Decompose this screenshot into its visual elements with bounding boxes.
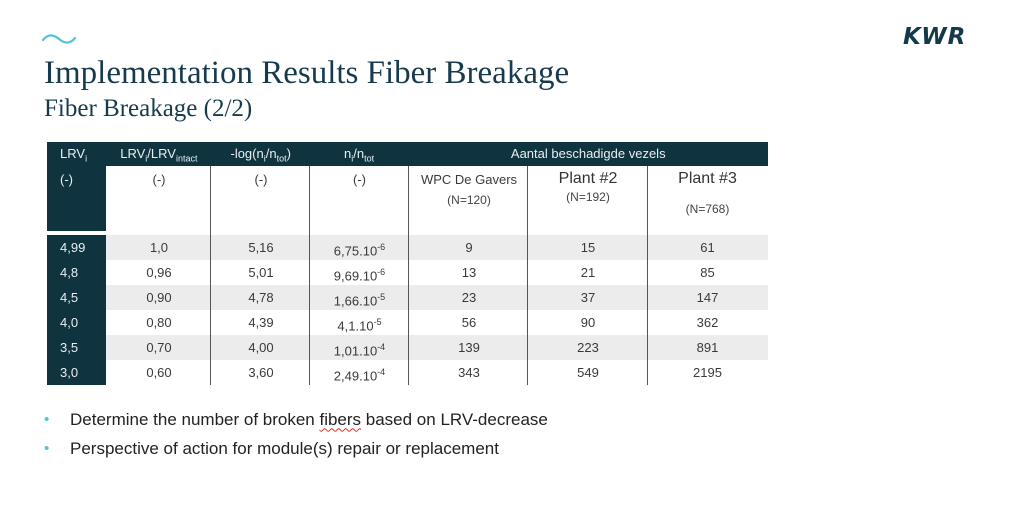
plant2-cell: 21 — [580, 265, 596, 280]
plant2-n: (N=192) — [566, 190, 610, 204]
lrv-cell: 4,0 — [47, 310, 106, 335]
plant1-cell: 343 — [458, 365, 480, 380]
ratio-cell: 0,96 — [146, 265, 172, 280]
n-cell: 1,01.10-4 — [310, 335, 409, 360]
plant3-cell: 85 — [700, 265, 715, 280]
plant2-cell: 223 — [529, 335, 647, 360]
plant1-n: (N=120) — [447, 193, 491, 207]
slide-title: Implementation Results Fiber Breakage — [44, 55, 570, 91]
unit-n: (-) — [353, 172, 366, 187]
n-cell: 1,66.10-5 — [310, 285, 409, 310]
bullet-dot-icon: • — [44, 440, 50, 457]
kwr-logo: KWR — [903, 24, 966, 50]
lrv-cell: 3,5 — [47, 335, 106, 360]
bullet-list: • Determine the number of broken fibers … — [44, 405, 548, 463]
header-aantal: Aantal beschadigde vezels — [510, 146, 666, 161]
plant2-name: Plant #2 — [558, 170, 618, 187]
header-lrv-ratio: LRVi/LRVintact — [120, 146, 198, 164]
lrv-cell: 4,99 — [47, 235, 106, 260]
plant3-header: Plant #3 (N=768) — [647, 166, 768, 231]
column-divider — [309, 166, 310, 385]
plant2-header: Plant #2 (N=192) — [529, 166, 647, 231]
plant1-header: WPC De Gavers (N=120) — [409, 166, 529, 231]
unit-log: (-) — [254, 172, 268, 187]
bullet-text: Perspective of action for module(s) repa… — [70, 438, 499, 458]
lrv-cell: 4,8 — [47, 260, 106, 285]
log-cell: 4,78 — [212, 285, 310, 310]
wave-icon — [42, 34, 76, 44]
unit-lrv: (-) — [47, 166, 106, 231]
n-cell: 9,69.10-6 — [333, 267, 386, 284]
table-row: 3,5 0,70 4,00 1,01.10-4 139 223 891 — [47, 335, 768, 360]
bullet-dot-icon: • — [44, 411, 50, 428]
plant3-cell: 362 — [696, 315, 719, 330]
n-cell: 4,1.10-5 — [337, 317, 382, 334]
table-row: 3,0 0,60 3,60 2,49.10-4 343 549 2195 — [47, 360, 768, 385]
plant2-cell: 549 — [577, 365, 599, 380]
table-unit-row: (-) (-) (-) (-) WPC De Gavers (N=120) Pl… — [47, 166, 768, 231]
bullet-text: Determine the number of broken fibers ba… — [70, 409, 548, 429]
plant3-name: Plant #3 — [678, 170, 737, 187]
plant1-name: WPC De Gavers — [420, 172, 518, 187]
table-row: 4,0 0,80 4,39 4,1.10-5 56 90 362 — [47, 310, 768, 335]
log-cell: 4,00 — [212, 335, 310, 360]
header-lrv: LRVi — [47, 142, 106, 166]
lrv-cell: 4,5 — [47, 285, 106, 310]
table-row: 4,99 1,0 5,16 6,75.10-6 9 15 61 — [47, 235, 768, 260]
plant1-cell: 139 — [409, 335, 529, 360]
plant1-cell: 13 — [461, 265, 477, 280]
plant2-cell: 37 — [529, 285, 647, 310]
bullet-item: • Determine the number of broken fibers … — [44, 405, 548, 434]
header-n-ratio: ni/ntot — [344, 146, 375, 164]
ratio-cell: 0,60 — [146, 365, 172, 380]
plant2-cell: 90 — [580, 315, 596, 330]
lrv-cell: 3,0 — [47, 360, 106, 385]
n-cell: 2,49.10-4 — [333, 367, 386, 384]
unit-ratio: (-) — [152, 172, 166, 187]
column-divider — [647, 166, 648, 385]
log-cell: 5,16 — [212, 235, 310, 260]
table-header-row: LRVi LRVi/LRVintact -log(ni/ntot) ni/nto… — [47, 142, 768, 166]
plant3-cell: 891 — [647, 335, 768, 360]
header-log: -log(ni/ntot) — [230, 146, 291, 164]
column-divider — [408, 166, 409, 385]
bullet-item: • Perspective of action for module(s) re… — [44, 434, 548, 463]
ratio-cell: 0,80 — [146, 315, 172, 330]
table-row: 4,8 0,96 5,01 9,69.10-6 13 21 85 — [47, 260, 768, 285]
n-cell: 6,75.10-6 — [310, 235, 409, 260]
plant1-cell: 9 — [409, 235, 529, 260]
plant1-cell: 23 — [409, 285, 529, 310]
log-cell: 3,60 — [248, 365, 274, 380]
slide-subtitle: Fiber Breakage (2/2) — [44, 95, 253, 122]
plant3-n: (N=768) — [685, 202, 730, 216]
log-cell: 4,39 — [248, 315, 274, 330]
ratio-cell: 0,90 — [106, 285, 212, 310]
column-divider — [210, 166, 211, 385]
logo-text: KWR — [903, 24, 967, 50]
column-divider — [527, 166, 528, 385]
plant2-cell: 15 — [529, 235, 647, 260]
ratio-cell: 0,70 — [106, 335, 212, 360]
plant3-cell: 147 — [647, 285, 768, 310]
log-cell: 5,01 — [248, 265, 274, 280]
ratio-cell: 1,0 — [106, 235, 212, 260]
table-row: 4,5 0,90 4,78 1,66.10-5 23 37 147 — [47, 285, 768, 310]
plant1-cell: 56 — [461, 315, 477, 330]
plant3-cell: 61 — [647, 235, 768, 260]
plant3-cell: 2195 — [693, 365, 722, 380]
